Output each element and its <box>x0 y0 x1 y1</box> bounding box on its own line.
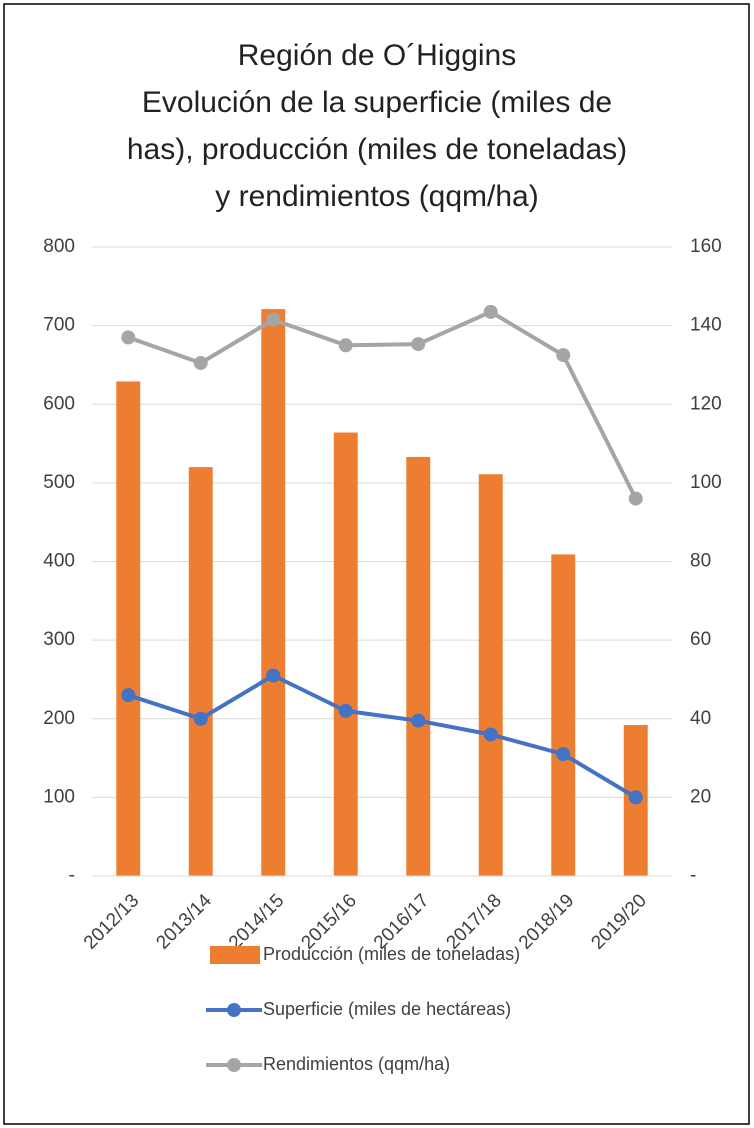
y-tick-label: - <box>69 865 75 886</box>
line-point <box>556 348 571 363</box>
legend-label: Rendimientos (qqm/ha) <box>263 1054 450 1074</box>
y-tick-label: 800 <box>43 236 75 257</box>
bar <box>261 309 286 876</box>
y2-tick-label: 140 <box>690 315 722 336</box>
y2-tick-label: 80 <box>690 551 711 572</box>
line-point <box>483 304 498 319</box>
line-point <box>266 312 281 327</box>
y-tick-label: 200 <box>43 708 75 729</box>
bar <box>551 554 576 876</box>
y-tick-label: 400 <box>43 551 75 572</box>
chart-title: Región de O´Higgins <box>238 39 516 72</box>
line-point <box>193 711 208 726</box>
line-point <box>338 703 353 718</box>
y-tick-label: 300 <box>43 629 75 650</box>
line <box>127 673 637 800</box>
bar <box>478 474 503 876</box>
y-tick-label: 700 <box>43 315 75 336</box>
chart-title: Evolución de la superficie (miles de <box>142 86 612 119</box>
y2-tick-label: - <box>690 865 696 886</box>
line <box>127 309 638 500</box>
chart-title: y rendimientos (qqm/ha) <box>215 180 538 213</box>
y2-tick-label: 40 <box>690 708 711 729</box>
y-tick-label: 100 <box>43 786 75 807</box>
chart-title: has), producción (miles de toneladas) <box>127 133 627 166</box>
y-tick-label: 500 <box>43 472 75 493</box>
line-point <box>121 330 136 345</box>
bar <box>116 381 141 876</box>
line-point <box>556 747 571 762</box>
bar <box>406 456 431 876</box>
y2-tick-label: 120 <box>690 393 722 414</box>
y2-tick-label: 160 <box>690 236 722 257</box>
bar <box>333 432 358 876</box>
bar <box>188 467 213 876</box>
line-point <box>338 338 353 353</box>
legend-swatch <box>227 1003 241 1017</box>
y2-tick-label: 60 <box>690 629 711 650</box>
legend-swatch <box>227 1058 241 1072</box>
y2-tick-label: 20 <box>690 786 711 807</box>
legend-label: Superficie (miles de hectáreas) <box>263 999 511 1019</box>
line-point <box>483 727 498 742</box>
line-point <box>411 337 426 352</box>
line-point <box>266 668 281 683</box>
legend-label: Producción (miles de toneladas) <box>263 944 520 964</box>
line-point <box>628 491 643 506</box>
line-point <box>411 713 426 728</box>
y-tick-label: 600 <box>43 393 75 414</box>
line-point <box>121 688 136 703</box>
line-point <box>193 355 208 370</box>
y2-tick-label: 100 <box>690 472 722 493</box>
line-point <box>628 790 643 805</box>
legend-swatch <box>210 946 260 964</box>
